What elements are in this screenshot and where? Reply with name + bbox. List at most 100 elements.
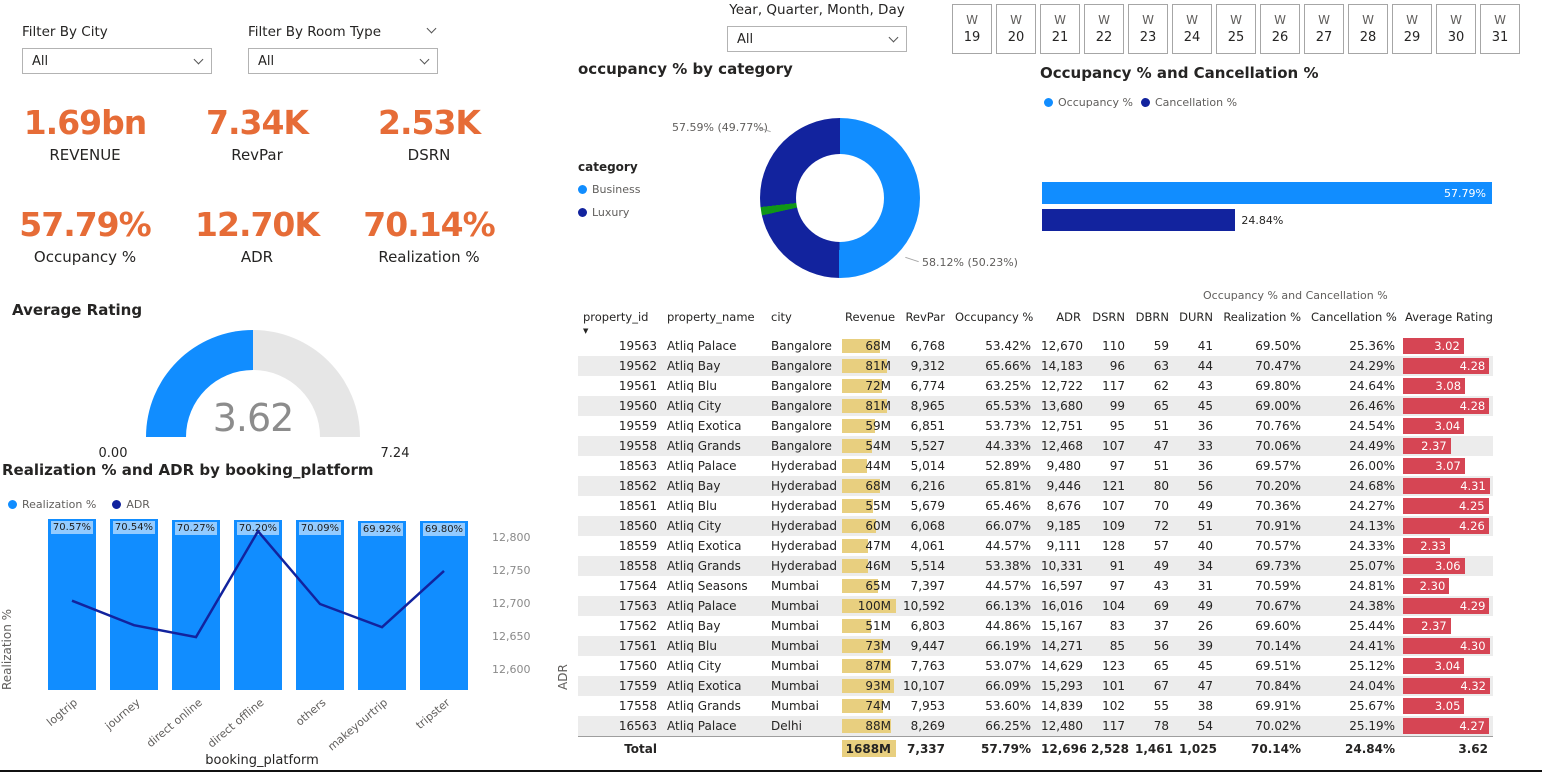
week-button[interactable]: W 27 [1304, 4, 1344, 54]
hbar-row-cancellation[interactable]: 24.84% [1042, 209, 1492, 231]
table-row[interactable]: 17558 Atliq Grands Mumbai 74M 7,953 53.60% 14,… [578, 696, 1493, 716]
axis-tick-label: 12,600 [492, 663, 531, 677]
legend-item-cancellation[interactable]: Cancellation % [1140, 96, 1237, 109]
cell: 55M [840, 496, 896, 516]
cell: 72 [1153, 519, 1169, 533]
week-button[interactable]: W 26 [1260, 4, 1300, 54]
week-button[interactable]: W 22 [1084, 4, 1124, 54]
hbar-row-occupancy[interactable]: 57.79% [1042, 182, 1492, 204]
column-header[interactable]: city [771, 310, 792, 324]
table-row[interactable]: 17560 Atliq City Mumbai 87M 7,763 53.07% 14,62… [578, 656, 1493, 676]
table-row[interactable]: 19559 Atliq Exotica Bangalore 59M 6,851 53.73… [578, 416, 1493, 436]
average-rating-gauge[interactable] [146, 330, 360, 437]
donut-chart[interactable] [760, 118, 920, 278]
table-row[interactable]: 19561 Atliq Blu Bangalore 72M 6,774 63.25% 12,… [578, 376, 1493, 396]
week-button[interactable]: W 19 [952, 4, 992, 54]
cell: 44.86% [985, 619, 1031, 633]
table-row[interactable]: 18563 Atliq Palace Hyderabad 44M 5,014 52.89%… [578, 456, 1493, 476]
week-button[interactable]: W 28 [1348, 4, 1388, 54]
column-bar[interactable]: 70.27% [172, 519, 220, 690]
cell: 43 [1197, 379, 1213, 393]
rating-data-bar: 3.04 [1403, 418, 1465, 434]
column-bar[interactable]: 70.57% [48, 519, 96, 690]
cell: 15,293 [1041, 679, 1083, 693]
table-row[interactable]: 17562 Atliq Bay Mumbai 51M 6,803 44.86% 15,167… [578, 616, 1493, 636]
table-row[interactable]: 18559 Atliq Exotica Hyderabad 47M 4,061 44.57… [578, 536, 1493, 556]
column-header[interactable]: RevPar [905, 310, 945, 324]
occupancy-bar: 57.79% [1042, 182, 1492, 204]
kpi-label: RevPar [231, 146, 283, 164]
date-dropdown[interactable]: All [727, 26, 907, 52]
bar-value-label: 70.54% [113, 521, 155, 535]
cell: 5,514 [910, 559, 945, 573]
column-header[interactable]: Average Rating [1405, 310, 1493, 324]
cell: 80 [1153, 479, 1169, 493]
column-header[interactable]: Realization % [1223, 310, 1301, 324]
table-row[interactable]: 16563 Atliq Palace Delhi 88M 8,269 66.25% 12,4… [578, 716, 1493, 737]
week-button[interactable]: W 21 [1040, 4, 1080, 54]
table-row[interactable]: 19562 Atliq Bay Bangalore 81M 9,312 65.66% 14,… [578, 356, 1493, 376]
table-row[interactable]: 18558 Atliq Grands Hyderabad 46M 5,514 53.38%… [578, 556, 1493, 576]
cell: 65.81% [985, 479, 1031, 493]
total-cell [766, 736, 840, 760]
cell: Bangalore [771, 399, 832, 413]
table-row[interactable]: 19563 Atliq Palace Bangalore 68M 6,768 53.42%… [578, 336, 1493, 356]
date-slicer: Year, Quarter, Month, Day All [712, 2, 922, 52]
column-header[interactable]: property_name [667, 310, 755, 324]
column-bar[interactable]: 70.54% [110, 519, 158, 690]
cell: Atliq Palace [667, 599, 737, 613]
total-cell: 70.14% [1218, 736, 1306, 760]
table-row[interactable]: 17561 Atliq Blu Mumbai 73M 9,447 66.19% 14,271… [578, 636, 1493, 656]
column-header[interactable]: DURN [1179, 310, 1213, 324]
legend-label: Realization % [22, 498, 97, 511]
cell: 4.27 [1400, 716, 1493, 737]
table-row[interactable]: 19560 Atliq City Bangalore 81M 8,965 65.53% 13… [578, 396, 1493, 416]
column-header[interactable]: property_id ▼ [583, 310, 649, 335]
column-bar[interactable]: 69.80% [420, 520, 468, 690]
adr-axis: 12,800 12,750 12,700 12,650 12,600 [492, 518, 548, 690]
column-header[interactable]: DSRN [1092, 310, 1125, 324]
table-row[interactable]: 19558 Atliq Grands Bangalore 54M 5,527 44.33%… [578, 436, 1493, 456]
table-row[interactable]: 18561 Atliq Blu Hyderabad 55M 5,679 65.46% 8,6… [578, 496, 1493, 516]
week-button[interactable]: W 23 [1128, 4, 1168, 54]
combo-bars: 70.57% 70.54% 70.27% 70.20% 70.09% 69.92% 69.8… [42, 518, 482, 690]
column-header[interactable]: Revenue [845, 310, 896, 324]
callout-leader-line [905, 256, 919, 263]
kpi-label: DSRN [407, 146, 451, 164]
cell: 24.49% [1349, 439, 1395, 453]
week-button[interactable]: W 29 [1392, 4, 1432, 54]
table-row[interactable]: 18560 Atliq City Hyderabad 60M 6,068 66.07% 9,… [578, 516, 1493, 536]
legend-item-occupancy[interactable]: Occupancy % [1044, 96, 1133, 109]
legend-item-luxury[interactable]: Luxury [578, 206, 641, 219]
column-header[interactable]: ADR [1056, 310, 1081, 324]
cell: 66.25% [985, 719, 1031, 733]
cell: 81M [840, 396, 896, 416]
column-bar[interactable]: 69.92% [358, 520, 406, 690]
cell: Mumbai [771, 579, 819, 593]
table-row[interactable]: 18562 Atliq Bay Hyderabad 68M 6,216 65.81% 9,4… [578, 476, 1493, 496]
legend-item-business[interactable]: Business [578, 183, 641, 196]
week-button[interactable]: W 24 [1172, 4, 1212, 54]
week-button[interactable]: W 25 [1216, 4, 1256, 54]
cell: 24.38% [1349, 599, 1395, 613]
column-header[interactable]: Occupancy % [955, 310, 1034, 324]
cell: 100M [840, 596, 896, 616]
table-row[interactable]: 17563 Atliq Palace Mumbai 100M 10,592 66.13% 1… [578, 596, 1493, 616]
table-row[interactable]: 17559 Atliq Exotica Mumbai 93M 10,107 66.09% 1… [578, 676, 1493, 696]
legend-item-adr[interactable]: ADR [112, 498, 150, 511]
week-button[interactable]: W 30 [1436, 4, 1476, 54]
cell: 45 [1197, 399, 1213, 413]
week-button[interactable]: W 20 [996, 4, 1036, 54]
cell: 68M [840, 476, 896, 496]
column-header[interactable]: Cancellation % [1311, 310, 1397, 324]
filter-by-city-slicer: Filter By City All [22, 24, 212, 74]
legend-item-realization[interactable]: Realization % [8, 498, 96, 511]
column-header[interactable]: DBRN [1135, 310, 1169, 324]
sort-descending-icon[interactable]: ▼ [583, 327, 589, 335]
room-type-dropdown[interactable]: All [248, 48, 438, 74]
table-row[interactable]: 17564 Atliq Seasons Mumbai 65M 7,397 44.57% 16… [578, 576, 1493, 596]
cell: 69.91% [1255, 699, 1301, 713]
week-button[interactable]: W 31 [1480, 4, 1520, 54]
city-dropdown[interactable]: All [22, 48, 212, 74]
cell: 3.02 [1400, 336, 1493, 356]
